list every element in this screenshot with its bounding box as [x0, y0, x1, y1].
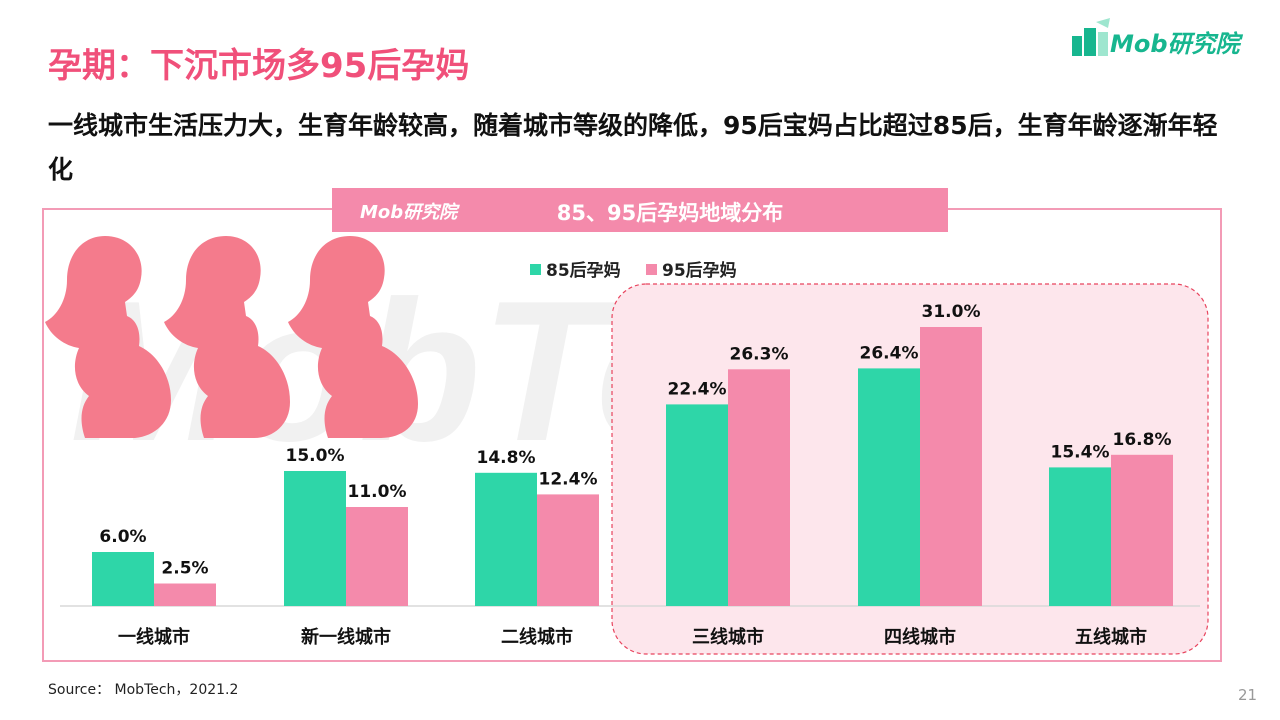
- bar-85-3: [666, 404, 728, 606]
- legend-swatch-85: [530, 264, 541, 275]
- bars-group: 6.0% 2.5% 15.0%11.0% 14.8%12.4% 22.4%26.3% 26…: [92, 302, 1173, 606]
- data-label-85-0: 6.0%: [99, 527, 146, 547]
- data-label-85-1: 15.0%: [286, 446, 345, 466]
- page-title: 孕期：下沉市场多95后孕妈: [48, 46, 470, 86]
- legend-swatch-95: [646, 264, 657, 275]
- chart-banner: Mob研究院 85、95后孕妈地域分布: [332, 188, 948, 232]
- category-label-0: 一线城市: [118, 626, 190, 648]
- data-label-95-5: 16.8%: [1113, 430, 1172, 450]
- page-subtitle: 一线城市生活压力大，生育年龄较高，随着城市等级的降低，95后宝妈占比超过85后，…: [48, 111, 1218, 184]
- bar-95-0: [154, 583, 216, 606]
- category-label-4: 四线城市: [884, 626, 956, 648]
- bar-95-3: [728, 369, 790, 606]
- bar-85-1: [284, 471, 346, 606]
- pregnant-woman-icons: [45, 236, 418, 438]
- mob-logo: Mob研究院: [1070, 18, 1260, 62]
- category-label-1: 新一线城市: [301, 626, 391, 648]
- category-labels: 一线城市 新一线城市 二线城市 三线城市 四线城市 五线城市: [118, 626, 1147, 648]
- bar-85-5: [1049, 467, 1111, 606]
- banner-logo-text: Mob研究院: [360, 202, 458, 223]
- bar-95-5: [1111, 454, 1173, 606]
- pregnant-woman-icon-3: [288, 236, 418, 438]
- bar-85-4: [858, 368, 920, 606]
- logo-text: Mob研究院: [1110, 30, 1240, 58]
- bar-85-0: [92, 552, 154, 606]
- category-label-3: 三线城市: [692, 626, 764, 648]
- building-logo-icon: [1072, 18, 1110, 56]
- bar-95-2: [537, 494, 599, 606]
- data-label-95-3: 26.3%: [730, 344, 789, 364]
- legend: 85后孕妈 95后孕妈: [530, 260, 737, 281]
- data-label-95-2: 12.4%: [539, 469, 598, 489]
- data-label-85-3: 22.4%: [668, 379, 727, 399]
- category-label-5: 五线城市: [1075, 626, 1147, 648]
- data-label-85-5: 15.4%: [1051, 442, 1110, 462]
- data-label-85-4: 26.4%: [860, 343, 919, 363]
- chart-title: 85、95后孕妈地域分布: [556, 201, 784, 225]
- bar-95-4: [920, 327, 982, 606]
- data-label-95-0: 2.5%: [161, 559, 208, 579]
- pregnant-woman-icon-2: [164, 236, 290, 438]
- bar-85-2: [475, 472, 537, 606]
- category-label-2: 二线城市: [501, 626, 573, 648]
- data-label-85-2: 14.8%: [477, 448, 536, 468]
- data-label-95-4: 31.0%: [922, 302, 981, 322]
- legend-label-85: 85后孕妈: [546, 260, 621, 281]
- page-number: 21: [1238, 686, 1258, 704]
- bar-95-1: [346, 507, 408, 606]
- data-label-95-1: 11.0%: [348, 482, 407, 502]
- source-note: Source： MobTech，2021.2: [48, 682, 239, 698]
- legend-label-95: 95后孕妈: [662, 260, 737, 281]
- pregnant-woman-icon-1: [45, 236, 171, 438]
